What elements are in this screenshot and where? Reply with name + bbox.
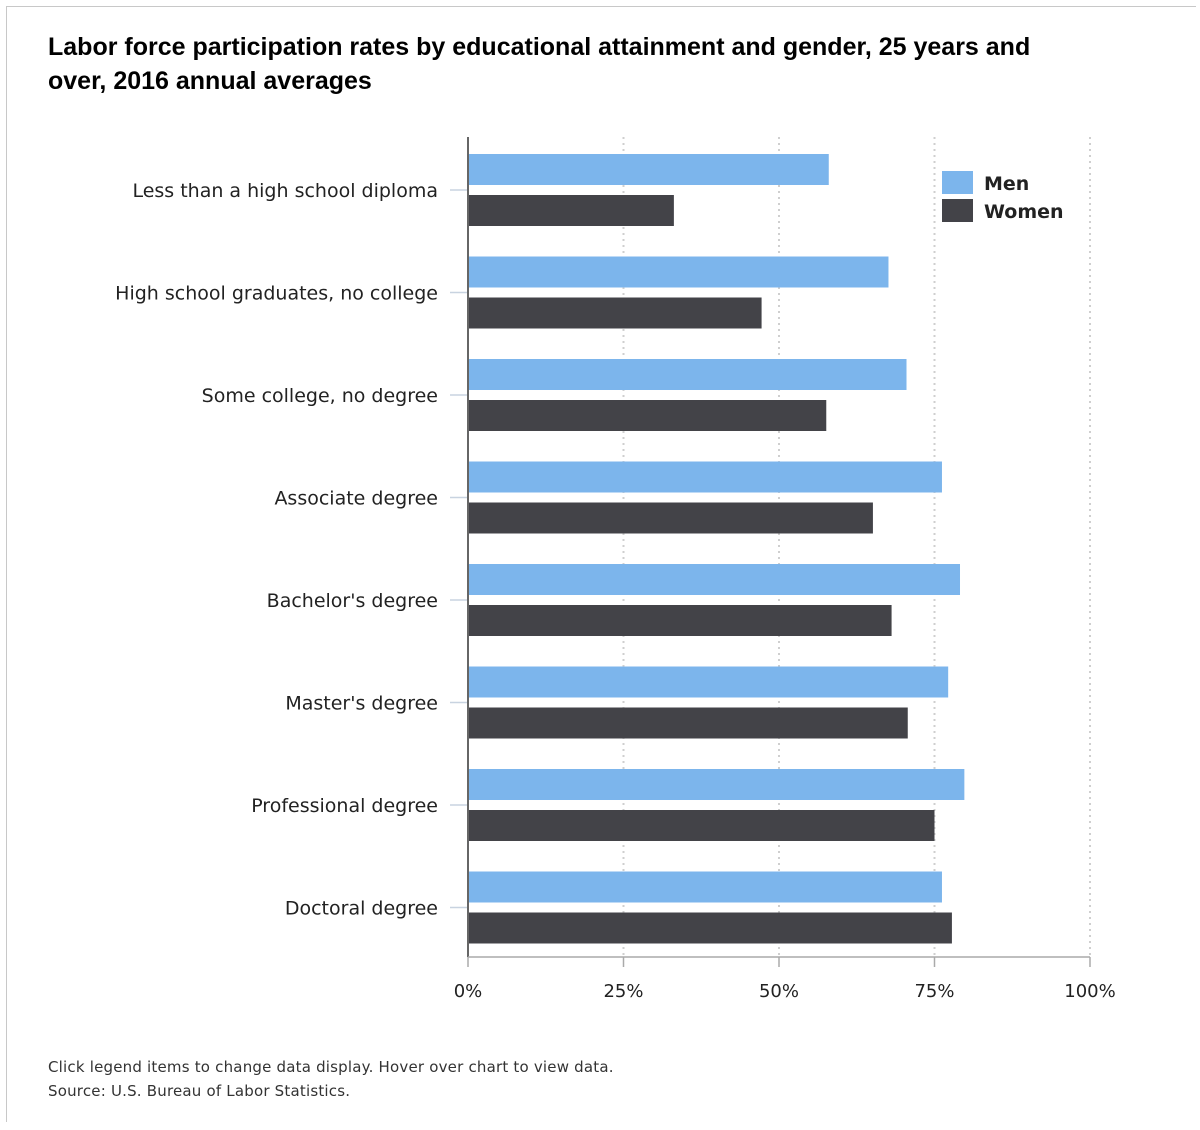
category-label: Bachelor's degree [267, 590, 438, 612]
category-label: High school graduates, no college [115, 283, 438, 305]
source-note: Source: U.S. Bureau of Labor Statistics. [48, 1082, 351, 1100]
bar-men[interactable] [468, 769, 965, 800]
bar-men[interactable] [468, 461, 942, 493]
legend-swatch-women[interactable] [942, 199, 973, 222]
legend-label-men[interactable]: Men [984, 173, 1029, 195]
bar-women[interactable] [468, 707, 908, 739]
category-label: Master's degree [285, 693, 438, 715]
bar-men[interactable] [468, 256, 889, 288]
category-label: Professional degree [251, 795, 438, 817]
category-label: Some college, no degree [202, 385, 438, 407]
bar-men[interactable] [468, 666, 949, 698]
interaction-note: Click legend items to change data displa… [48, 1058, 614, 1076]
x-tick-label: 75% [914, 981, 954, 1002]
bar-men[interactable] [468, 154, 829, 185]
x-tick-label: 50% [759, 981, 799, 1002]
bar-women[interactable] [468, 195, 674, 226]
legend-swatch-men[interactable] [942, 171, 973, 194]
bar-men[interactable] [468, 871, 942, 903]
chart-title: Labor force participation rates by educa… [48, 33, 1031, 95]
bar-women[interactable] [468, 297, 762, 329]
bar-women[interactable] [468, 502, 873, 534]
bar-women[interactable] [468, 810, 935, 841]
bar-women[interactable] [468, 400, 827, 431]
category-label: Less than a high school diploma [132, 180, 438, 202]
bar-women[interactable] [468, 912, 952, 944]
category-label: Associate degree [274, 488, 438, 510]
bar-women[interactable] [468, 605, 892, 636]
legend-label-women[interactable]: Women [984, 201, 1064, 223]
category-label: Doctoral degree [285, 898, 438, 920]
bar-men[interactable] [468, 564, 961, 595]
x-tick-label: 100% [1064, 981, 1115, 1002]
x-tick-label: 25% [603, 981, 643, 1002]
x-tick-label: 0% [454, 981, 483, 1002]
bar-men[interactable] [468, 359, 907, 390]
